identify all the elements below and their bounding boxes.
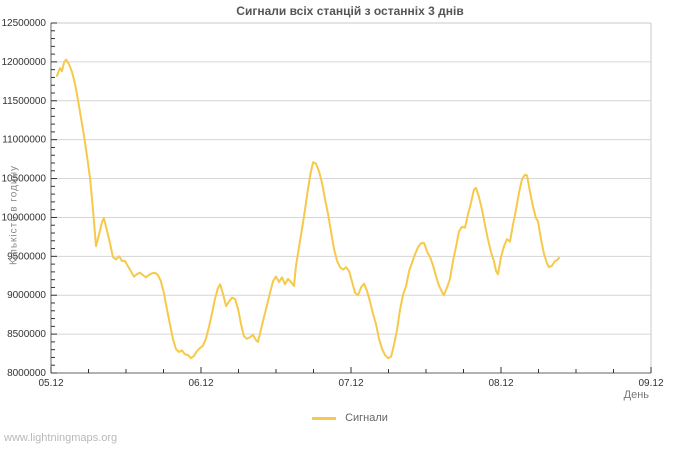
legend-series-label: Сигнали [345,412,388,424]
svg-text:09.12: 09.12 [638,378,663,389]
svg-text:8000000: 8000000 [7,368,46,379]
svg-text:11500000: 11500000 [2,96,46,107]
svg-text:12000000: 12000000 [2,57,47,68]
chart-title: Сигнали всіх станцій з останніх 3 днів [236,4,464,18]
svg-text:9500000: 9500000 [7,251,46,262]
svg-text:05.12: 05.12 [38,378,63,389]
svg-text:9000000: 9000000 [7,290,46,301]
svg-text:08.12: 08.12 [488,378,513,389]
svg-text:11000000: 11000000 [2,135,46,146]
svg-text:12500000: 12500000 [2,18,47,29]
svg-text:06.12: 06.12 [188,378,213,389]
x-axis-title: День [623,389,649,401]
y-axis-title: Кількість в годину [8,164,20,266]
legend: Сигнали [312,412,388,424]
svg-text:10500000: 10500000 [2,174,47,185]
svg-text:8500000: 8500000 [7,329,46,340]
watermark: www.lightningmaps.org [4,432,118,444]
svg-text:07.12: 07.12 [338,378,363,389]
legend-line-swatch [312,416,337,420]
svg-text:10000000: 10000000 [2,212,47,223]
